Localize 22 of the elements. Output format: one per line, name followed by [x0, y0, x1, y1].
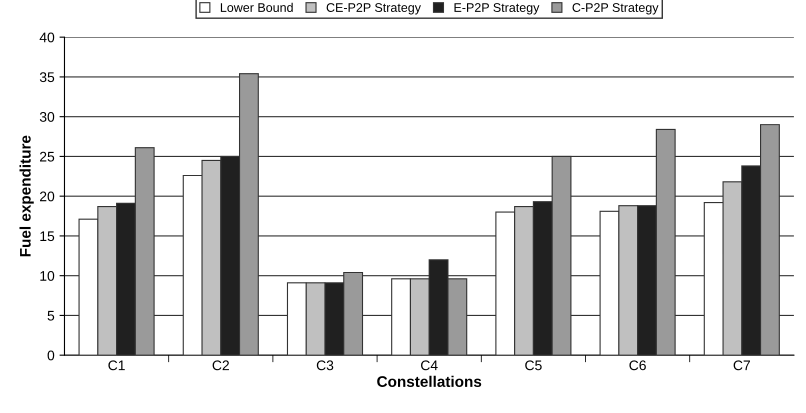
y-tick-label: 0	[48, 350, 54, 360]
x-tick-label: C4	[421, 360, 438, 370]
y-tick-label: 5	[48, 310, 54, 321]
x-tick-label: C7	[734, 360, 750, 370]
y-tick-label: 25	[40, 152, 54, 162]
y-axis-title: Fuel expenditure	[20, 136, 34, 256]
x-tick-label: C6	[629, 360, 646, 370]
y-tick-label: 20	[40, 192, 54, 202]
x-axis-title: Constellations	[377, 376, 482, 387]
y-tick-label: 10	[40, 271, 54, 281]
x-tick-label: C5	[525, 360, 542, 370]
legend-label: Lower Bound	[220, 2, 293, 12]
y-tick-label: 40	[40, 32, 54, 42]
x-tick-label: C2	[212, 360, 229, 370]
x-tick-label: C3	[316, 360, 334, 370]
y-tick-label: 35	[40, 72, 54, 82]
x-tick-label: C1	[108, 360, 125, 370]
y-tick-label: 30	[40, 112, 54, 122]
y-tick-label: 15	[40, 231, 54, 242]
legend-label: C-P2P Strategy	[572, 3, 659, 14]
legend-label: E-P2P Strategy	[454, 3, 540, 14]
legend-label: CE-P2P Strategy	[326, 3, 421, 14]
